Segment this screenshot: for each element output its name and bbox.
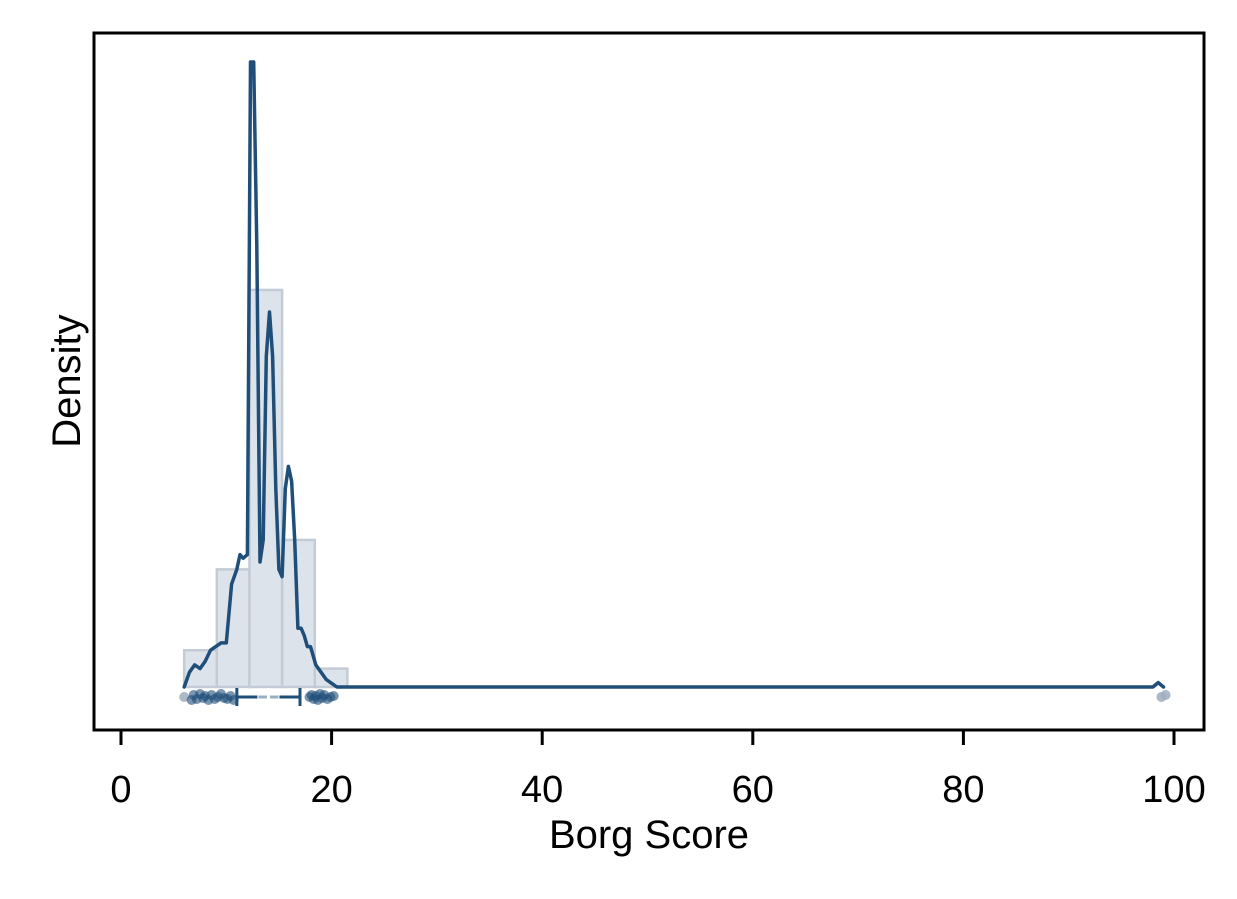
- y-axis-title: Density: [45, 314, 89, 447]
- histogram-bar-2: [215, 568, 251, 689]
- boxplot: [235, 688, 302, 706]
- x-tick-label: 0: [110, 769, 131, 811]
- density-curve: [182, 60, 1166, 689]
- plot-frame: [92, 31, 1206, 732]
- data-points: [179, 689, 1171, 705]
- data-point: [328, 691, 339, 701]
- x-tick-label: 20: [310, 769, 352, 811]
- x-tick-label: 100: [1142, 769, 1205, 811]
- data-point: [1160, 690, 1171, 700]
- x-axis-title: Borg Score: [549, 813, 749, 857]
- x-tick-label: 40: [521, 769, 563, 811]
- histogram-bar-1: [182, 648, 219, 689]
- x-tick-label: 80: [942, 769, 984, 811]
- x-axis-ticks: 0 20 40 60 80 100: [110, 730, 1206, 811]
- x-tick-label: 60: [732, 769, 774, 811]
- density-curve-group: [182, 60, 1166, 689]
